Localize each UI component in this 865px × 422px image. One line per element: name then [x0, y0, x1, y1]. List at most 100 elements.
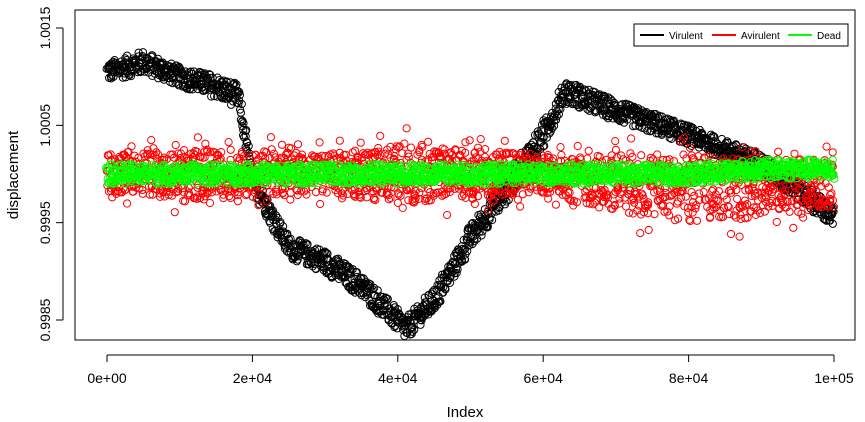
data-point [402, 317, 411, 326]
data-point [649, 180, 658, 189]
data-point [121, 185, 130, 194]
data-point [628, 209, 638, 218]
data-point [481, 145, 490, 154]
data-point [297, 150, 307, 159]
data-point [123, 199, 132, 208]
data-point [445, 184, 454, 193]
data-point [341, 150, 350, 159]
data-point [435, 297, 444, 306]
data-point [452, 178, 462, 187]
data-point [436, 297, 445, 306]
data-point [424, 137, 433, 146]
data-point [488, 153, 498, 162]
data-point [459, 246, 468, 255]
data-point [372, 183, 381, 192]
data-point [398, 149, 407, 158]
data-point [394, 190, 403, 199]
data-point [386, 193, 395, 203]
data-point [779, 181, 788, 190]
data-point [170, 208, 179, 217]
data-point [402, 124, 411, 133]
data-point [152, 179, 161, 188]
data-point [408, 327, 417, 336]
data-point [138, 186, 147, 195]
data-point [201, 139, 210, 148]
data-point [431, 299, 440, 308]
data-point [548, 168, 557, 177]
data-point [500, 136, 509, 145]
data-point [224, 138, 233, 147]
data-point [426, 196, 435, 205]
data-point [372, 186, 381, 195]
data-point [130, 151, 139, 160]
data-point [637, 189, 646, 198]
data-point [691, 204, 700, 213]
data-point [376, 131, 385, 140]
data-point [685, 215, 694, 224]
data-point [303, 166, 312, 175]
data-point [470, 199, 479, 209]
data-point [226, 145, 235, 154]
data-point [438, 191, 447, 200]
data-point [544, 161, 554, 170]
data-point [463, 247, 472, 256]
data-point [348, 148, 357, 157]
data-point [353, 156, 362, 165]
data-point [418, 142, 427, 151]
data-point [384, 195, 393, 204]
data-point [710, 194, 719, 203]
data-point [318, 249, 327, 258]
data-point [138, 48, 148, 57]
data-point [262, 197, 271, 206]
data-point [650, 210, 659, 219]
data-point [386, 174, 395, 183]
data-point [556, 143, 565, 152]
data-point [737, 201, 747, 210]
data-point [751, 147, 760, 156]
data-point [632, 189, 641, 199]
data-point [380, 149, 390, 158]
data-point [415, 188, 424, 197]
data-point [171, 140, 180, 150]
data-point [292, 257, 301, 266]
data-point [322, 188, 331, 197]
data-point [803, 196, 812, 205]
data-point [468, 186, 477, 195]
data-point [772, 217, 781, 227]
data-point [247, 167, 256, 177]
data-point [461, 138, 470, 147]
data-point [673, 188, 682, 197]
data-point [780, 189, 789, 199]
data-point [550, 121, 559, 130]
data-point [236, 108, 245, 117]
data-point [524, 160, 533, 169]
data-point [621, 202, 631, 211]
series-dead [101, 155, 839, 188]
data-point [570, 179, 579, 188]
data-point [271, 211, 281, 220]
data-point [603, 190, 612, 199]
data-point [704, 194, 713, 203]
data-point [560, 97, 569, 106]
data-point [540, 141, 549, 150]
data-point [207, 161, 216, 170]
data-point [395, 142, 404, 151]
data-point [644, 225, 653, 235]
data-point [828, 219, 837, 228]
data-point [652, 129, 661, 138]
data-point [379, 310, 389, 319]
data-point [681, 192, 690, 201]
data-point [709, 185, 718, 194]
data-point [207, 92, 216, 101]
data-point [658, 201, 668, 211]
data-point [278, 188, 287, 197]
data-point [200, 192, 209, 201]
data-point [443, 210, 452, 220]
data-point [537, 187, 546, 196]
data-point [690, 191, 699, 200]
data-point [756, 209, 765, 218]
data-point [355, 164, 364, 173]
data-point [291, 252, 300, 261]
data-point [240, 151, 249, 161]
